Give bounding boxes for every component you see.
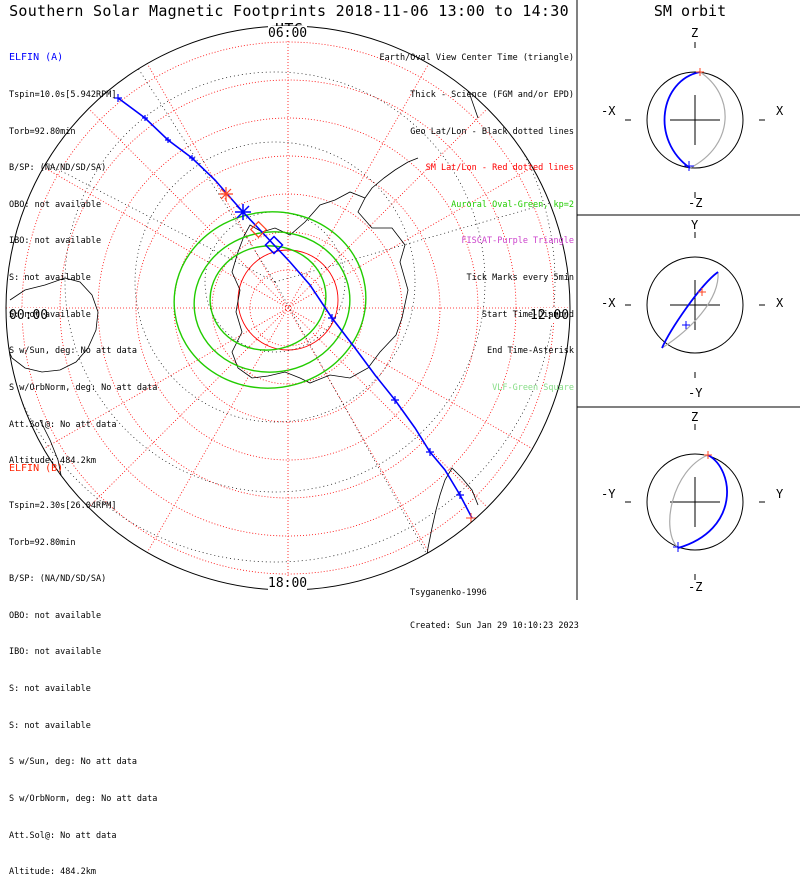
time-label-right: 12:00 — [530, 308, 570, 323]
time-label-left: 00:00 — [9, 308, 49, 323]
info-line: OBO: not available — [9, 610, 102, 621]
sm-xz-left-label: -X — [601, 104, 616, 118]
sm-panel-xy — [625, 232, 765, 378]
australia-coastline — [6, 277, 99, 373]
model-label: Tsyganenko-1996 — [410, 588, 487, 598]
info-line: S: not available — [9, 720, 91, 731]
elfin-a-info: ELFIN (A) Tspin=10.0s[5.942RPM] Torb=92.… — [9, 28, 157, 480]
sm-xy-top-label: Y — [691, 218, 699, 232]
sm-yz-left-label: -Y — [601, 487, 616, 501]
info-line: Torb=92.80min — [9, 537, 76, 548]
credit: Tsyganenko-1996 Created: Sun Jan 29 10:1… — [410, 566, 579, 643]
sm-orbit-title: SM orbit — [653, 2, 727, 20]
sm-xz-right-label: X — [776, 104, 784, 118]
elfin-b-info: ELFIN (B) Tspin=2.30s[26.04RPM] Torb=92.… — [9, 439, 157, 891]
elfin-a-header: ELFIN (A) — [9, 52, 64, 64]
info-line: S: not available — [9, 684, 91, 695]
info-line: S w/OrbNorm, deg: No att data — [9, 382, 158, 393]
sm-yz-top-label: Z — [691, 410, 699, 424]
legend-item: Thick - Science (FGM and/or EPD) — [410, 90, 574, 101]
legend-item: Start Time-Diamond — [481, 309, 574, 320]
peninsula-coastline — [364, 157, 419, 199]
created-label: Created: Sun Jan 29 10:10:23 2023 — [410, 621, 579, 631]
info-line: Tspin=10.0s[5.942RPM] — [9, 90, 117, 101]
footprint-map — [5, 0, 800, 600]
sm-grid — [6, 26, 570, 590]
legend-item: End Time-Asterisk — [487, 346, 574, 357]
antarctica-coastline — [231, 191, 409, 384]
info-line: S w/Sun, deg: No att data — [9, 346, 137, 357]
info-line: Altitude: 484.2km — [9, 867, 96, 878]
legend-item: Earth/Oval View Center Time (triangle) — [379, 53, 574, 64]
info-line: S w/OrbNorm, deg: No att data — [9, 793, 158, 804]
time-label-bottom: 18:00 — [268, 576, 308, 591]
end-asterisk-b — [219, 187, 233, 201]
end-asterisk-a — [235, 204, 251, 220]
elfin-b-header: ELFIN (B) — [9, 463, 64, 475]
info-line: S: not available — [9, 273, 91, 284]
sm-yz-right-label: Y — [776, 487, 784, 501]
info-line: S: not available — [9, 309, 91, 320]
info-line: Tspin=2.30s[26.04RPM] — [9, 501, 117, 512]
info-line: IBO: not available — [9, 647, 102, 658]
info-line: B/SP: (NA/ND/SD/SA) — [9, 574, 107, 585]
info-line: S w/Sun, deg: No att data — [9, 757, 137, 768]
info-line: OBO: not available — [9, 199, 102, 210]
info-line: Torb=92.80min — [9, 126, 76, 137]
info-line: Altitude: 484.2km — [9, 456, 96, 467]
legend-item: Geo Lat/Lon - Black dotted lines — [410, 126, 574, 137]
info-line: Att.Sol@: No att data — [9, 419, 117, 430]
start-diamond-b — [249, 220, 268, 239]
sm-xy-right-label: X — [776, 296, 784, 310]
sm-xy-left-label: -X — [601, 296, 616, 310]
legend-item: Auroral Oval-Green, kp=2 — [451, 199, 574, 210]
legend-item: SM Lat/Lon - Red dotted lines — [425, 163, 574, 174]
legend: Earth/Oval View Center Time (triangle) T… — [380, 28, 574, 406]
track-end-marker — [466, 513, 476, 523]
legend-item: VLF-Green Square — [492, 382, 574, 393]
sm-xz-bottom-label: -Z — [688, 196, 703, 210]
track-ticks — [114, 94, 464, 499]
geo-grid — [6, 26, 561, 563]
map-area — [6, 26, 570, 590]
sm-panel-xz — [625, 42, 765, 198]
sm-yz-bottom-label: -Z — [688, 580, 703, 594]
info-line: Att.Sol@: No att data — [9, 830, 117, 841]
info-line: B/SP: (NA/ND/SD/SA) — [9, 163, 107, 174]
elfin-track — [117, 97, 473, 519]
info-line: IBO: not available — [9, 236, 102, 247]
sm-panel-yz — [625, 424, 765, 580]
legend-item: Tick Marks every 5min — [466, 273, 574, 284]
sm-xy-bottom-label: -Y — [688, 386, 703, 400]
time-label-top: 06:00 — [268, 26, 308, 41]
start-diamond-a — [264, 235, 284, 255]
sm-xz-top-label: Z — [691, 26, 699, 40]
legend-item: FISCAT-Purple Triangle — [461, 236, 574, 247]
